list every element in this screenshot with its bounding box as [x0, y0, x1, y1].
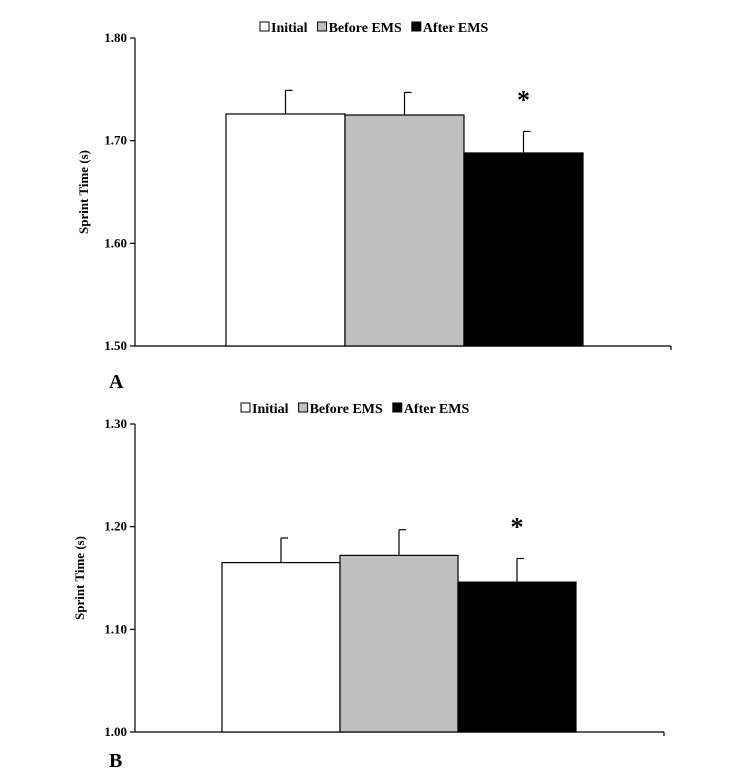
legend-label: Initial: [271, 21, 308, 36]
y-tick-label: 1.80: [104, 30, 127, 45]
legend-label: Initial: [252, 402, 289, 417]
legend-swatch: [392, 402, 403, 413]
legend-swatch: [298, 402, 309, 413]
bar-before-ems: [344, 114, 465, 347]
y-tick-label: 1.60: [104, 235, 127, 250]
y-tick-label: 1.30: [104, 416, 127, 431]
bar-chart-b: 1.00 1.10 1.20 1.30 Sprint Time (s) * Initial B…: [72, 402, 665, 772]
legend-label: After EMS: [423, 21, 489, 36]
panel-label: A: [109, 371, 124, 393]
y-tick-label: 1.20: [104, 519, 127, 534]
chart-panel-a: 1.50 1.60 1.70 1.80 Sprint Time (s) * Initial B…: [76, 21, 672, 393]
chart-panel-b: 1.00 1.10 1.20 1.30 Sprint Time (s) * Initial B…: [0, 395, 746, 780]
y-tick-label: 1.50: [104, 338, 127, 353]
y-axis-title: Sprint Time (s): [76, 150, 91, 234]
y-tick-label: 1.70: [104, 133, 127, 148]
panel-label: B: [109, 750, 122, 772]
significance-marker: *: [517, 85, 530, 114]
bar-before-ems: [339, 554, 459, 733]
bar-chart-a: 1.50 1.60 1.70 1.80 Sprint Time (s) * Initial B…: [76, 21, 672, 393]
y-tick-label: 1.00: [104, 724, 127, 739]
legend-swatch: [317, 21, 328, 32]
y-axis-title: Sprint Time (s): [72, 536, 87, 620]
legend-label: After EMS: [404, 402, 470, 417]
legend-label: Before EMS: [310, 402, 383, 417]
legend-swatch: [240, 402, 251, 413]
bar-initial: [225, 113, 346, 347]
bar-initial: [221, 562, 341, 733]
y-tick-label: 1.10: [104, 621, 127, 636]
bar-after-ems: [463, 152, 584, 347]
bar-after-ems: [457, 581, 577, 733]
significance-marker: *: [511, 512, 524, 541]
legend-swatch: [259, 21, 270, 32]
legend-swatch: [411, 21, 422, 32]
legend-label: Before EMS: [329, 21, 402, 36]
